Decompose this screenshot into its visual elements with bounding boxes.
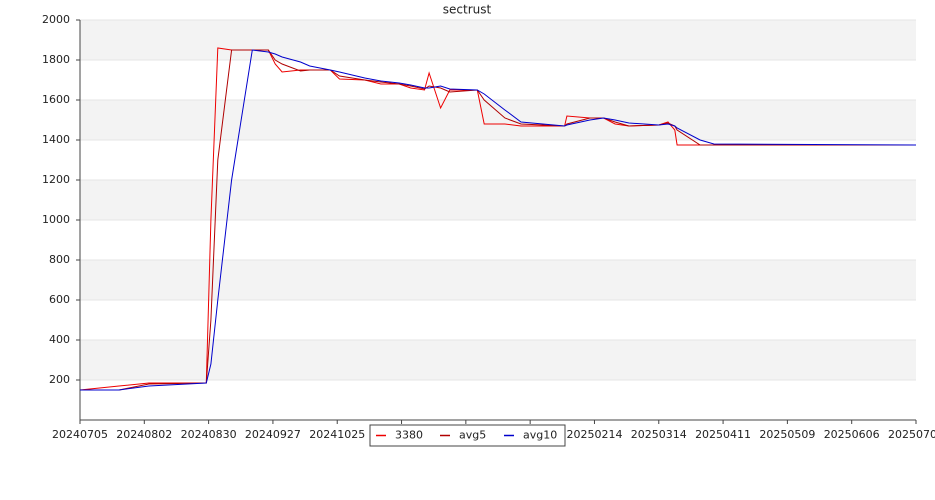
y-tick-label: 200 [49,373,70,386]
x-tick-label: 20250606 [824,428,880,441]
y-tick-label: 400 [49,333,70,346]
x-tick-label: 20240802 [116,428,172,441]
x-tick-label: 20241025 [309,428,365,441]
y-tick-label: 1000 [42,213,70,226]
x-tick-label: 20250509 [759,428,815,441]
y-tick-label: 800 [49,253,70,266]
grid-band [80,100,916,140]
y-tick-label: 2000 [42,13,70,26]
legend-box [369,424,566,447]
series-line [80,49,917,391]
grid-band [80,260,916,300]
x-tick-label: 20240705 [52,428,108,441]
grid-band [80,20,916,60]
y-tick-label: 600 [49,293,70,306]
legend-label: avg5 [459,429,486,442]
chart-title: sectrust [443,3,492,17]
grid-band [80,180,916,220]
y-tick-label: 1400 [42,133,70,146]
y-tick-label: 1600 [42,93,70,106]
x-tick-label: 20240927 [245,428,301,441]
legend-label: 3380 [395,429,423,442]
legend: 3380 avg5 avg10 [369,424,566,447]
y-tick-label: 1800 [42,53,70,66]
x-tick-label: 20240830 [181,428,237,441]
x-tick-label: 20250704 [888,428,935,441]
legend-label: avg10 [523,429,557,442]
x-tick-label: 20250411 [695,428,751,441]
y-tick-label: 1200 [42,173,70,186]
grid-band [80,340,916,380]
x-tick-label: 20250314 [631,428,687,441]
x-tick-label: 20250214 [566,428,622,441]
